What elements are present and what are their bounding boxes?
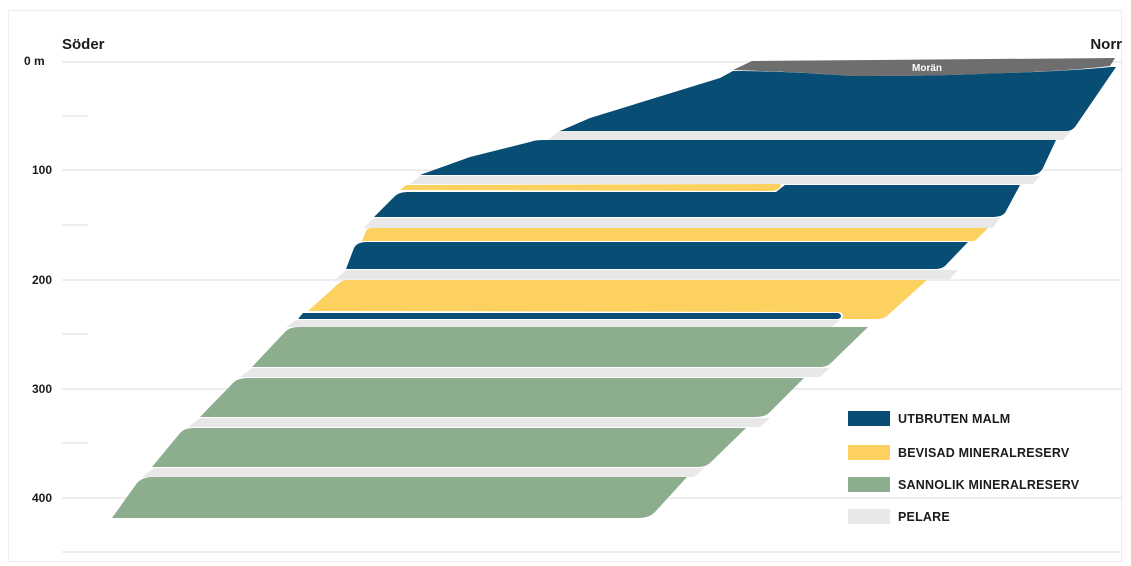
moraine-layer	[733, 58, 1115, 76]
mined-ore-stope	[560, 67, 1116, 131]
mined-ore-stope	[374, 185, 1020, 217]
proven-reserve-stope	[308, 280, 927, 319]
probable-reserve-stope	[152, 428, 746, 467]
proven-reserve-stope	[400, 184, 781, 191]
legend-label-proven: BEVISAD MINERALRESERV	[898, 446, 1070, 460]
mined-ore-layers	[298, 67, 1116, 319]
pillar	[286, 320, 840, 327]
mined-ore-stope	[346, 242, 968, 269]
legend-swatch-probable	[848, 477, 890, 492]
legend-swatch-pillar	[848, 509, 890, 524]
probable-reserve-layers	[112, 327, 868, 518]
mined-ore-stope	[420, 140, 1056, 175]
pillar	[364, 218, 1000, 228]
depth-label-400: 400	[32, 491, 52, 505]
legend: UTBRUTEN MALM BEVISAD MINERALRESERV SANN…	[848, 411, 1080, 524]
legend-swatch-mined	[848, 411, 890, 426]
pillar	[336, 270, 958, 279]
proven-reserve-stope	[362, 228, 988, 241]
depth-label-0: 0 m	[24, 54, 45, 68]
probable-reserve-stope	[112, 477, 687, 518]
probable-reserve-stope	[252, 327, 868, 367]
moraine-label: Morän	[912, 63, 942, 74]
legend-label-pillar: PELARE	[898, 510, 950, 524]
legend-label-mined: UTBRUTEN MALM	[898, 412, 1010, 426]
mined-ore-stope	[298, 313, 841, 319]
proven-reserve-layers	[308, 184, 988, 319]
probable-reserve-stope	[200, 378, 804, 417]
pillar	[188, 418, 770, 427]
legend-label-probable: SANNOLIK MINERALRESERV	[898, 478, 1080, 492]
depth-label-200: 200	[32, 273, 52, 287]
pillar	[410, 176, 1040, 184]
pillar	[142, 468, 704, 477]
legend-swatch-proven	[848, 445, 890, 460]
pillar	[240, 368, 830, 377]
direction-north-label: Norr	[1090, 36, 1122, 53]
pillar	[548, 130, 1072, 140]
depth-label-300: 300	[32, 382, 52, 396]
direction-south-label: Söder	[62, 36, 105, 53]
pillar-layers	[142, 130, 1072, 477]
depth-label-100: 100	[32, 163, 52, 177]
